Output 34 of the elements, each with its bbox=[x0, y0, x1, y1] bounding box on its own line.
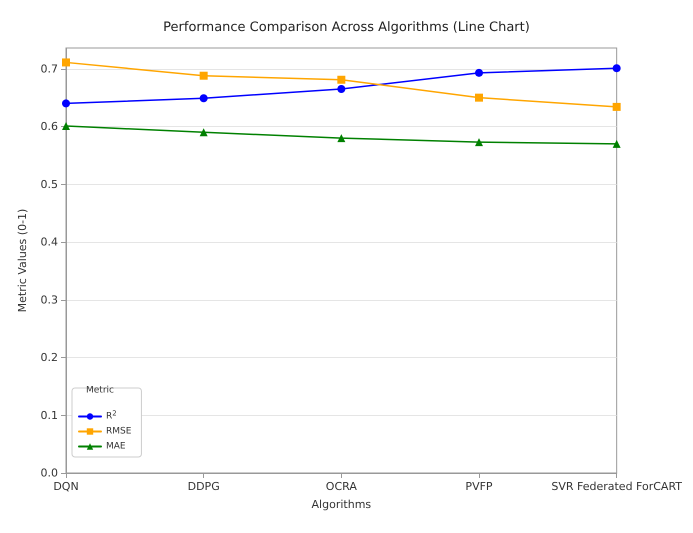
point bbox=[475, 138, 483, 146]
point bbox=[337, 85, 346, 93]
point bbox=[612, 102, 621, 111]
point bbox=[475, 68, 483, 77]
point bbox=[337, 134, 346, 142]
x-tick-label: DDPG bbox=[188, 480, 220, 493]
point bbox=[337, 76, 346, 84]
point bbox=[200, 94, 208, 102]
x-tick-label: PVFP bbox=[465, 480, 493, 493]
x-tick-label: SVR Federated ForCART bbox=[551, 480, 682, 493]
legend-title: Metric bbox=[86, 386, 114, 396]
point bbox=[612, 64, 621, 72]
y-axis-title: Metric Values (0-1) bbox=[16, 208, 29, 312]
point bbox=[200, 72, 208, 80]
y-tick-label: 0.3 bbox=[40, 293, 58, 306]
point bbox=[200, 128, 208, 136]
y-tick-label: 0.2 bbox=[40, 351, 58, 364]
x-tick-label: OCRA bbox=[326, 480, 358, 493]
legend-label: RMSE bbox=[106, 426, 132, 436]
chart-title: Performance Comparison Across Algorithms (Line Chart) bbox=[163, 20, 530, 35]
point bbox=[62, 58, 70, 66]
x-tick-label: DQN bbox=[53, 480, 79, 493]
y-tick-label: 0.4 bbox=[40, 236, 58, 249]
y-tick-label: 0.0 bbox=[40, 466, 58, 480]
legend-label: MAE bbox=[106, 442, 126, 452]
point bbox=[475, 94, 483, 102]
point bbox=[62, 99, 70, 108]
point bbox=[612, 140, 621, 148]
y-tick-label: 0.7 bbox=[40, 62, 58, 76]
point bbox=[62, 122, 70, 130]
y-tick-label: 0.1 bbox=[40, 408, 58, 422]
y-tick-label: 0.6 bbox=[40, 120, 58, 134]
x-axis-title: Algorithms bbox=[312, 498, 372, 511]
y-tick-label: 0.5 bbox=[40, 178, 58, 191]
